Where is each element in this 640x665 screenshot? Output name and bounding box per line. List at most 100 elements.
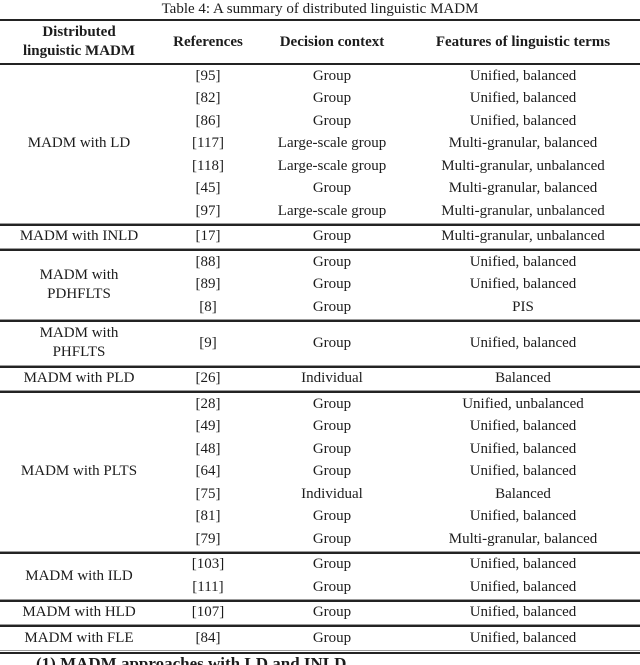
reference-cell: [95]	[195, 67, 221, 84]
section-separator	[0, 364, 640, 368]
table-row: [81] Group Unified, balanced	[158, 506, 640, 529]
reference-cell: [49]	[195, 418, 221, 435]
context-cell: Group	[312, 334, 352, 351]
section-separator	[0, 318, 640, 322]
reference-cell: [48]	[195, 440, 221, 457]
table-row: [84] Group Unified, balanced	[158, 627, 640, 650]
features-cell: Unified, balanced	[469, 90, 577, 107]
context-cell: Group	[312, 90, 352, 107]
table-row: [97] Large-scale group Multi-granular, u…	[158, 200, 640, 223]
table-row: [86] Group Unified, balanced	[158, 110, 640, 133]
table-row: [103] Group Unified, balanced	[158, 554, 640, 577]
context-cell: Group	[312, 253, 352, 270]
section-madm-with-fle: MADM with FLE [84] Group Unified, balanc…	[0, 627, 640, 650]
section-madm-with-pdhflts: MADM with PDHFLTS [88] Group Unified, ba…	[0, 251, 640, 319]
context-cell: Group	[312, 604, 352, 621]
section-separator	[0, 390, 640, 393]
reference-cell: [8]	[199, 298, 217, 315]
features-cell: Unified, balanced	[469, 440, 577, 457]
column-header-distributed-linguistic-madm: Distributed linguistic MADM	[0, 23, 158, 61]
reference-cell: [118]	[192, 157, 224, 174]
reference-cell: [28]	[195, 395, 221, 412]
features-cell: Unified, balanced	[469, 578, 577, 595]
table-row: [64] Group Unified, balanced	[158, 461, 640, 484]
features-cell: PIS	[512, 298, 534, 315]
table-row: [8] Group PIS	[158, 296, 640, 319]
context-cell: Group	[312, 228, 352, 245]
context-cell: Group	[312, 463, 352, 480]
column-header-references: References	[173, 33, 243, 50]
table-row: [17] Group Multi-granular, unbalanced	[158, 226, 640, 249]
header-bottom-rule	[0, 63, 640, 65]
context-cell: Group	[312, 530, 352, 547]
section-label: MADM with FLE	[24, 629, 134, 646]
table-row: [118] Large-scale group Multi-granular, …	[158, 155, 640, 178]
context-cell: Group	[312, 180, 352, 197]
table-row: [117] Large-scale group Multi-granular, …	[158, 133, 640, 156]
section-madm-with-pld: MADM with PLD [26] Individual Balanced	[0, 368, 640, 391]
reference-cell: [89]	[195, 276, 221, 293]
section-madm-with-ld: MADM with LD [95] Group Unified, balance…	[0, 65, 640, 223]
features-cell: Unified, unbalanced	[462, 395, 584, 412]
table-row: [95] Group Unified, balanced	[158, 65, 640, 88]
reference-cell: [17]	[195, 228, 221, 245]
features-cell: Multi-granular, unbalanced	[441, 157, 605, 174]
reference-cell: [75]	[195, 485, 221, 502]
reference-cell: [64]	[195, 463, 221, 480]
reference-cell: [45]	[195, 180, 221, 197]
features-cell: Multi-granular, unbalanced	[441, 228, 605, 245]
context-cell: Group	[312, 578, 352, 595]
table-row: [49] Group Unified, balanced	[158, 416, 640, 439]
reference-cell: [82]	[195, 90, 221, 107]
section-madm-with-plts: MADM with PLTS [28] Group Unified, unbal…	[0, 393, 640, 551]
context-cell: Group	[312, 395, 352, 412]
features-cell: Multi-granular, balanced	[448, 135, 598, 152]
context-cell: Large-scale group	[277, 202, 387, 219]
table-row: [107] Group Unified, balanced	[158, 602, 640, 625]
reference-cell: [97]	[195, 202, 221, 219]
reference-cell: [26]	[195, 370, 221, 387]
reference-cell: [84]	[195, 629, 221, 646]
context-cell: Group	[312, 629, 352, 646]
table-row: [48] Group Unified, balanced	[158, 438, 640, 461]
column-header-decision-context: Decision context	[279, 33, 385, 50]
reference-cell: [88]	[195, 253, 221, 270]
context-cell: Group	[312, 276, 352, 293]
features-cell: Unified, balanced	[469, 334, 577, 351]
reference-cell: [103]	[191, 556, 225, 573]
context-cell: Group	[312, 440, 352, 457]
features-cell: Multi-granular, unbalanced	[441, 202, 605, 219]
table-row: [45] Group Multi-granular, balanced	[158, 178, 640, 201]
features-cell: Unified, balanced	[469, 418, 577, 435]
features-cell: Unified, balanced	[469, 67, 577, 84]
context-cell: Group	[312, 298, 352, 315]
reference-cell: [86]	[195, 112, 221, 129]
reference-cell: [79]	[195, 530, 221, 547]
section-label: MADM with INLD	[19, 228, 139, 245]
table-row: [89] Group Unified, balanced	[158, 274, 640, 297]
context-cell: Individual	[301, 485, 363, 502]
table-row: [88] Group Unified, balanced	[158, 251, 640, 274]
section-separator	[0, 248, 640, 251]
section-madm-with-phflts: MADM with PHFLTS [9] Group Unified, bala…	[0, 322, 640, 365]
reference-cell: [117]	[192, 135, 224, 152]
reference-cell: [9]	[199, 334, 217, 351]
context-cell: Group	[312, 508, 352, 525]
reference-cell: [81]	[195, 508, 221, 525]
features-cell: Unified, balanced	[469, 253, 577, 270]
context-cell: Group	[312, 418, 352, 435]
section-separator	[0, 598, 640, 602]
table-header-row: Distributed linguistic MADM References D…	[0, 21, 640, 63]
section-separator	[0, 222, 640, 226]
features-cell: Balanced	[495, 370, 551, 387]
section-label: MADM with PLTS	[20, 463, 138, 480]
section-label: MADM with PHFLTS	[39, 325, 119, 360]
table-caption: Table 4: A summary of distributed lingui…	[161, 1, 479, 17]
table-bottom-rule	[0, 649, 640, 654]
context-cell: Large-scale group	[277, 135, 387, 152]
column-header-features: Features of linguistic terms	[435, 33, 611, 50]
table-row: [75] Individual Balanced	[158, 483, 640, 506]
table-row: [26] Individual Balanced	[158, 368, 640, 391]
section-label: MADM with PLD	[23, 370, 135, 387]
